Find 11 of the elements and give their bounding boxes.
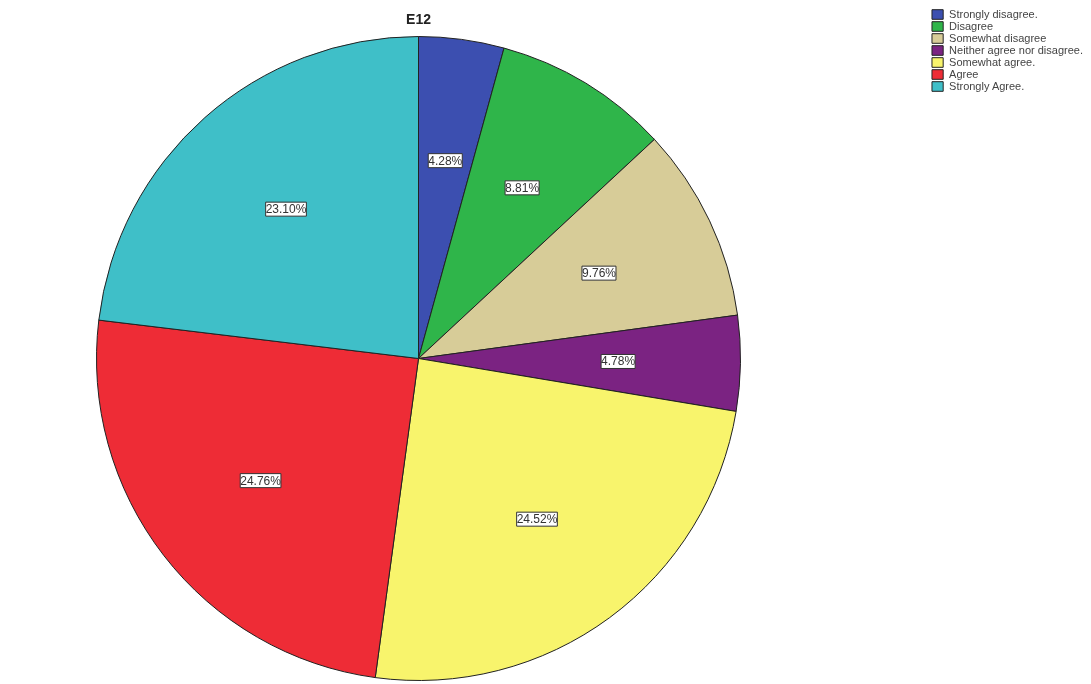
chart-title: E12	[406, 10, 432, 27]
legend-label: Somewhat agree.	[949, 56, 1036, 68]
data-label: 9.76%	[581, 266, 617, 281]
data-label: 24.52%	[516, 512, 558, 527]
legend-label: Agree	[949, 68, 979, 80]
legend-label: Strongly disagree.	[949, 8, 1038, 20]
legend-label: Strongly Agree.	[949, 80, 1025, 92]
legend-label: Disagree	[949, 20, 994, 32]
legend-label: Neither agree nor disagree.	[949, 44, 1083, 56]
legend-label: Somewhat disagree	[949, 32, 1047, 44]
data-label: 23.10%	[265, 202, 307, 217]
